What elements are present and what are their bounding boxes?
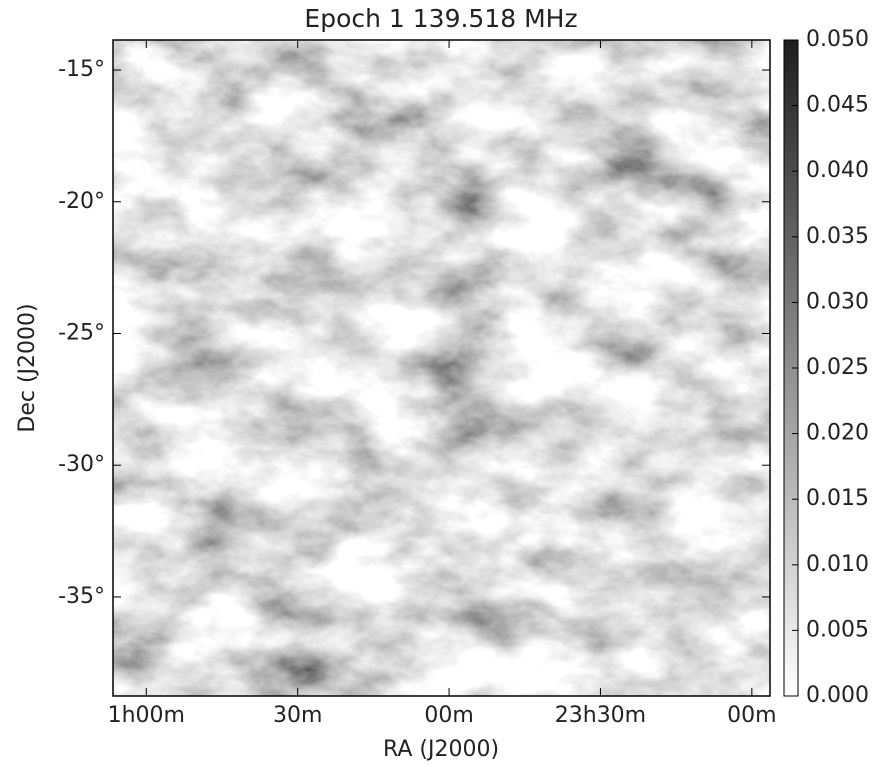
- colorbar-tick-label: 0.045: [806, 93, 869, 118]
- x-axis-label: RA (J2000): [383, 737, 499, 762]
- y-tick-label: -25°: [58, 320, 105, 345]
- sky-image: [113, 40, 770, 696]
- colorbar-tick-label: 0.010: [806, 552, 869, 577]
- plot-frame: [112, 39, 771, 697]
- x-tick-label: 23h30m: [555, 703, 646, 728]
- x-tick-label: 00m: [424, 703, 473, 728]
- colorbar-tick-label: 0.050: [806, 27, 869, 52]
- colorbar-tick-label: 0.005: [806, 617, 869, 642]
- y-tick-label: -15°: [58, 57, 105, 82]
- x-tick-label: 30m: [273, 703, 322, 728]
- colorbar-tick-label: 0.035: [806, 224, 869, 249]
- colorbar-tick-label: 0.015: [806, 486, 869, 511]
- x-tick-label: 1h00m: [108, 703, 185, 728]
- y-tick-label: -30°: [58, 452, 105, 477]
- colorbar-tick-label: 0.020: [806, 421, 869, 446]
- chart-title: Epoch 1 139.518 MHz: [304, 4, 577, 33]
- colorbar-tick-label: 0.040: [806, 158, 869, 183]
- colorbar-tick-label: 0.000: [806, 683, 869, 708]
- colorbar-tick-label: 0.030: [806, 289, 869, 314]
- y-tick-label: -35°: [58, 584, 105, 609]
- x-tick-label: 00m: [727, 703, 776, 728]
- y-axis-label: Dec (J2000): [15, 303, 40, 432]
- colorbar-tick-label: 0.025: [806, 355, 869, 380]
- y-tick-label: -20°: [58, 189, 105, 214]
